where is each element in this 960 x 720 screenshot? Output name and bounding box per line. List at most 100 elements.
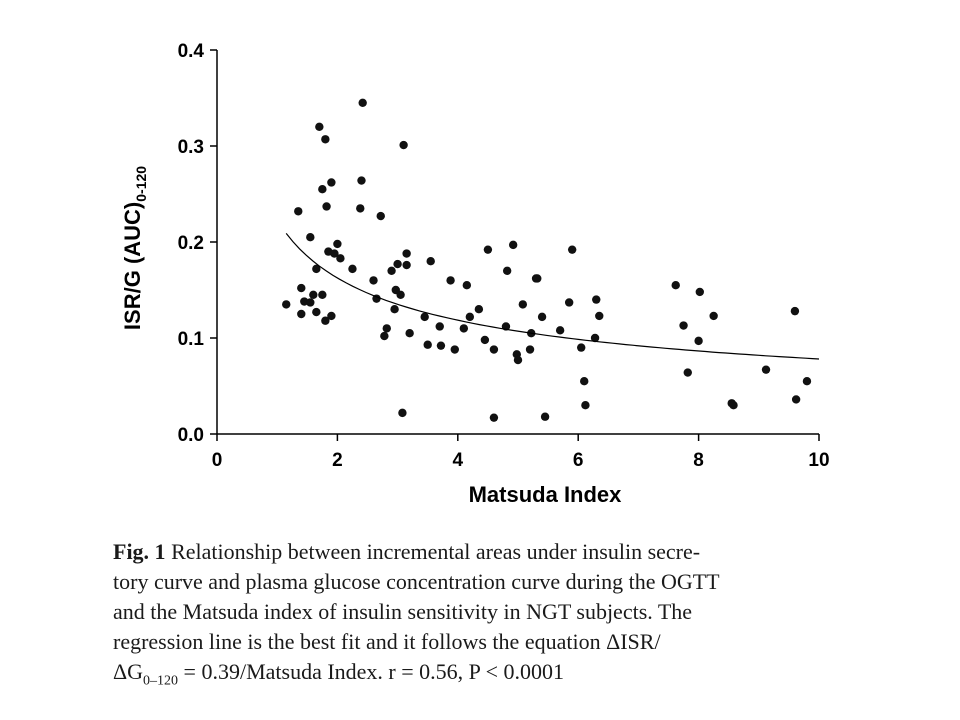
data-point <box>327 311 336 321</box>
data-point <box>297 309 306 319</box>
data-point <box>462 281 472 290</box>
data-point <box>790 306 800 316</box>
data-point <box>348 264 357 274</box>
data-point <box>369 276 378 285</box>
caption-line-4: regression line is the best fit and it f… <box>113 629 661 654</box>
caption-line-2: tory curve and plasma glucose concentrat… <box>113 569 720 594</box>
data-point <box>474 305 484 314</box>
regression-line <box>285 233 820 360</box>
data-point <box>592 295 601 304</box>
data-point <box>405 329 414 338</box>
data-point <box>537 312 547 322</box>
data-point <box>376 211 385 221</box>
data-point <box>513 355 523 365</box>
data-point <box>306 233 315 242</box>
data-point <box>312 264 321 274</box>
data-point <box>671 281 680 290</box>
data-point <box>555 326 565 335</box>
data-point <box>282 300 291 309</box>
caption-lead: Fig. 1 <box>113 539 166 564</box>
data-point <box>465 312 475 322</box>
data-point <box>402 249 411 258</box>
data-point <box>357 176 366 185</box>
data-point <box>679 321 688 330</box>
data-points <box>282 98 812 422</box>
data-point <box>525 345 535 354</box>
data-point <box>380 331 389 341</box>
data-point <box>695 287 705 297</box>
data-point <box>318 290 327 299</box>
data-point <box>533 274 542 283</box>
data-point <box>540 412 550 421</box>
data-point <box>580 377 589 386</box>
data-point <box>791 395 801 404</box>
x-tick-label: 10 <box>808 450 829 471</box>
axes <box>216 50 819 435</box>
data-point <box>399 140 408 150</box>
y-tick-label: 0.4 <box>178 41 205 62</box>
data-point <box>709 311 718 321</box>
data-point <box>312 307 321 317</box>
data-point <box>309 290 318 299</box>
data-point <box>683 368 692 377</box>
data-point <box>396 290 405 299</box>
data-point <box>387 266 396 275</box>
data-point <box>577 343 586 352</box>
data-point <box>567 245 577 254</box>
data-point <box>436 341 446 350</box>
data-point <box>480 335 490 345</box>
data-point <box>761 365 771 374</box>
data-point <box>294 207 303 216</box>
y-axis-title-subscript: 0-120 <box>133 166 149 202</box>
x-axis-ticks: 0 2 4 6 8 10 <box>212 434 830 471</box>
data-point <box>327 178 336 187</box>
scatter-chart: 0 2 4 6 8 10 0.0 0.1 0.2 0.3 0.4 Matsuda Index IS… <box>120 41 830 507</box>
data-point <box>508 240 518 250</box>
caption-line-1: Fig. 1 Relationship between incremental … <box>113 539 701 564</box>
x-tick-label: 6 <box>573 450 584 471</box>
data-point <box>590 333 600 343</box>
data-point <box>483 245 493 254</box>
data-point <box>321 316 330 325</box>
data-point <box>402 260 411 270</box>
data-point <box>336 254 345 263</box>
y-tick-label: 0.3 <box>178 137 204 158</box>
data-point <box>802 377 812 386</box>
data-point <box>322 202 331 211</box>
y-axis-title: ISR/G (AUC)0-120 <box>120 166 149 330</box>
data-point <box>450 345 459 354</box>
data-point <box>306 298 315 307</box>
data-point <box>489 413 499 422</box>
caption-line-5: ΔG0–120 = 0.39/Matsuda Index. r = 0.56, … <box>113 659 564 689</box>
x-tick-label: 0 <box>212 450 223 471</box>
x-tick-label: 4 <box>453 450 464 471</box>
x-tick-label: 8 <box>693 450 704 471</box>
data-point <box>315 122 324 131</box>
x-tick-label: 2 <box>332 450 343 471</box>
data-point <box>356 204 365 213</box>
data-point <box>318 185 327 194</box>
data-point <box>420 312 429 322</box>
data-point <box>393 259 402 269</box>
data-point <box>595 311 604 321</box>
data-point <box>694 336 703 346</box>
x-axis-title: Matsuda Index <box>469 482 623 507</box>
y-tick-label: 0.2 <box>178 233 204 254</box>
data-point <box>489 345 499 354</box>
y-tick-label: 0.1 <box>178 329 205 350</box>
caption-line-3: and the Matsuda index of insulin sensiti… <box>113 599 693 624</box>
data-point <box>398 408 407 418</box>
data-point <box>297 283 306 293</box>
data-point <box>729 401 738 410</box>
data-point <box>435 322 444 331</box>
data-point <box>459 324 469 333</box>
data-point <box>518 300 528 309</box>
data-point <box>321 135 330 144</box>
y-axis-title-main: ISR/G (AUC) <box>120 202 145 330</box>
data-point <box>446 276 455 285</box>
data-point <box>581 401 590 410</box>
y-axis-ticks: 0.0 0.1 0.2 0.3 0.4 <box>178 41 217 446</box>
y-tick-label: 0.0 <box>178 425 204 446</box>
data-point <box>564 298 574 307</box>
data-point <box>330 249 339 258</box>
